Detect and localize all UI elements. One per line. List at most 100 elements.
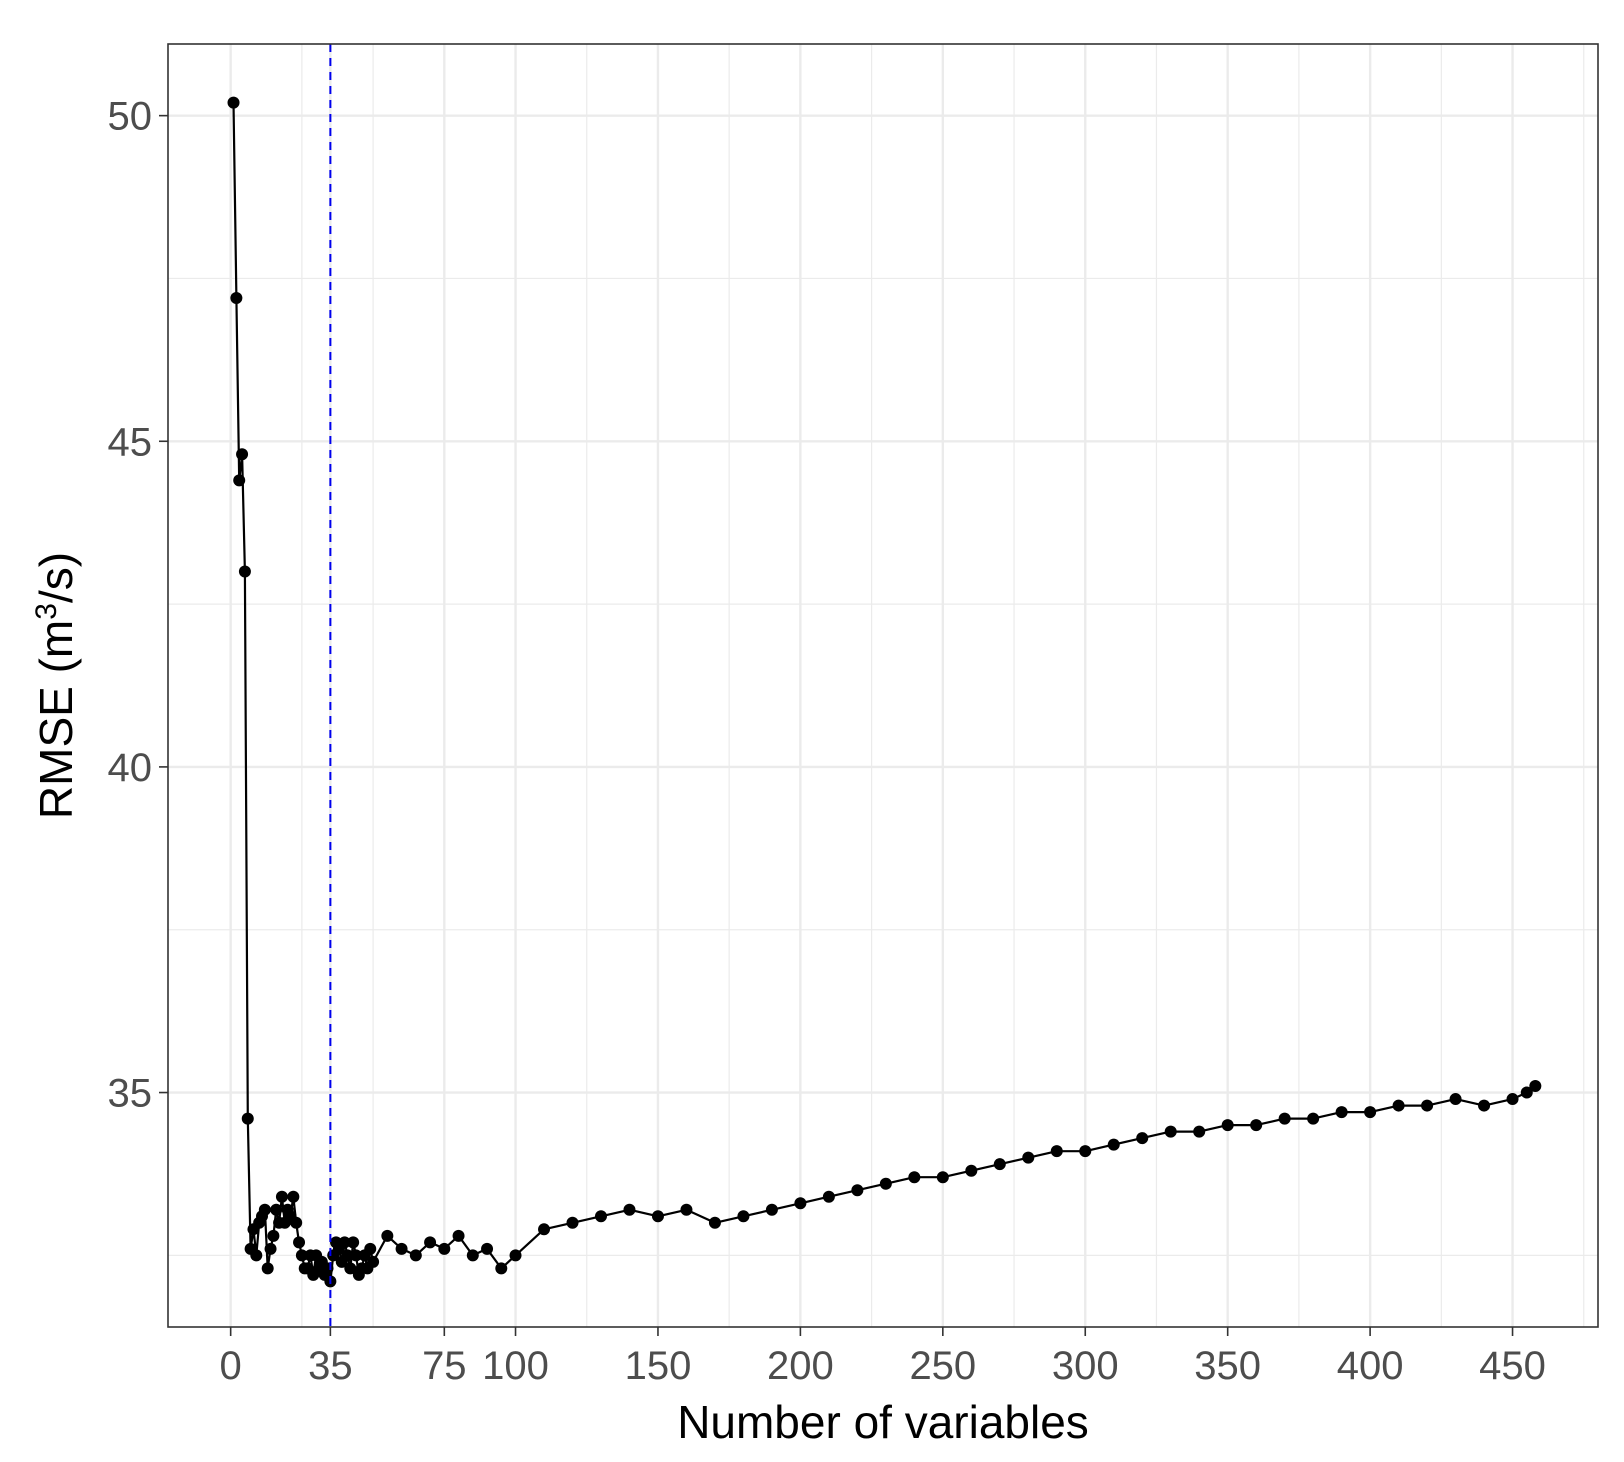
data-point — [233, 474, 246, 487]
data-point — [452, 1229, 465, 1242]
data-point — [1478, 1099, 1491, 1112]
data-point — [466, 1249, 479, 1262]
data-point — [367, 1255, 380, 1268]
data-point — [708, 1216, 721, 1229]
data-point — [1421, 1099, 1434, 1112]
data-point — [236, 448, 249, 461]
data-point — [1392, 1099, 1405, 1112]
data-point — [250, 1249, 263, 1262]
data-point — [261, 1262, 274, 1275]
data-point — [424, 1236, 437, 1249]
y-axis-title-main: RMSE (m — [30, 620, 82, 819]
data-point — [481, 1242, 494, 1255]
data-point — [594, 1210, 607, 1223]
data-point — [1250, 1119, 1263, 1132]
data-point — [1136, 1132, 1149, 1145]
data-point — [264, 1242, 277, 1255]
data-point — [381, 1229, 394, 1242]
data-point — [295, 1249, 308, 1262]
y-tick-label: 40 — [108, 746, 153, 790]
data-point — [267, 1229, 280, 1242]
y-axis-title: RMSE (m3/s) — [30, 552, 83, 819]
data-point — [1079, 1145, 1092, 1158]
axis-ticks — [159, 114, 1514, 1336]
x-tick-label: 35 — [308, 1344, 353, 1388]
data-point — [566, 1216, 579, 1229]
data-point — [1364, 1106, 1377, 1119]
axis-tick-labels: 0 35 75 100 150 200 250 300 350 400 450 35 40 45 50 — [108, 95, 1546, 1388]
data-point — [538, 1223, 551, 1236]
data-point — [230, 291, 243, 304]
data-point — [879, 1177, 892, 1190]
y-tick-label: 35 — [108, 1072, 153, 1116]
data-point — [350, 1249, 363, 1262]
data-point — [344, 1262, 357, 1275]
data-point — [1449, 1093, 1462, 1106]
data-point — [495, 1262, 508, 1275]
data-point — [680, 1203, 693, 1216]
data-point — [238, 565, 251, 578]
data-point — [1506, 1093, 1519, 1106]
data-point — [364, 1242, 377, 1255]
data-point — [993, 1158, 1006, 1171]
x-tick-label: 150 — [625, 1344, 692, 1388]
x-tick-label: 300 — [1052, 1344, 1119, 1388]
data-point — [338, 1236, 351, 1249]
x-tick-label: 400 — [1337, 1344, 1404, 1388]
data-point — [395, 1242, 408, 1255]
data-point — [341, 1249, 354, 1262]
data-point — [287, 1190, 300, 1203]
y-tick-label: 45 — [108, 420, 153, 464]
x-tick-label: 100 — [482, 1344, 549, 1388]
panel-border — [167, 43, 1599, 1328]
data-point — [822, 1190, 835, 1203]
data-point — [270, 1203, 283, 1216]
data-point — [1529, 1080, 1542, 1093]
data-point — [258, 1203, 271, 1216]
data-point — [1022, 1151, 1035, 1164]
data-point — [765, 1203, 778, 1216]
data-point — [851, 1184, 864, 1197]
grid-major — [168, 44, 1598, 1327]
data-point — [409, 1249, 422, 1262]
data-point — [965, 1164, 978, 1177]
data-point — [651, 1210, 664, 1223]
data-point — [737, 1210, 750, 1223]
data-point — [623, 1203, 636, 1216]
data-point — [438, 1242, 451, 1255]
data-point — [227, 96, 240, 109]
x-tick-label: 200 — [767, 1344, 834, 1388]
data-point — [1278, 1112, 1291, 1125]
data-point — [509, 1249, 522, 1262]
x-axis-title: Number of variables — [677, 1396, 1089, 1448]
data-point — [794, 1197, 807, 1210]
data-point — [321, 1262, 334, 1275]
series-layer — [227, 96, 1542, 1288]
data-point — [1193, 1125, 1206, 1138]
data-point — [908, 1171, 921, 1184]
data-point — [293, 1236, 306, 1249]
y-axis-title-superscript: 3 — [30, 603, 63, 620]
grid-minor — [168, 44, 1598, 1327]
data-point — [1164, 1125, 1177, 1138]
data-point — [1050, 1145, 1063, 1158]
x-tick-label: 0 — [220, 1344, 242, 1388]
data-point — [1335, 1106, 1348, 1119]
data-point — [1221, 1119, 1234, 1132]
x-tick-label: 250 — [909, 1344, 976, 1388]
data-point — [241, 1112, 254, 1125]
x-tick-label: 75 — [422, 1344, 467, 1388]
x-tick-label: 450 — [1479, 1344, 1546, 1388]
data-point — [275, 1190, 288, 1203]
data-point — [1107, 1138, 1120, 1151]
data-point — [347, 1236, 360, 1249]
data-point — [1520, 1086, 1533, 1099]
x-tick-label: 350 — [1194, 1344, 1261, 1388]
y-axis-title-end: /s) — [30, 552, 82, 603]
data-point — [290, 1216, 303, 1229]
y-tick-label: 50 — [108, 95, 153, 139]
data-point — [1307, 1112, 1320, 1125]
data-point — [936, 1171, 949, 1184]
